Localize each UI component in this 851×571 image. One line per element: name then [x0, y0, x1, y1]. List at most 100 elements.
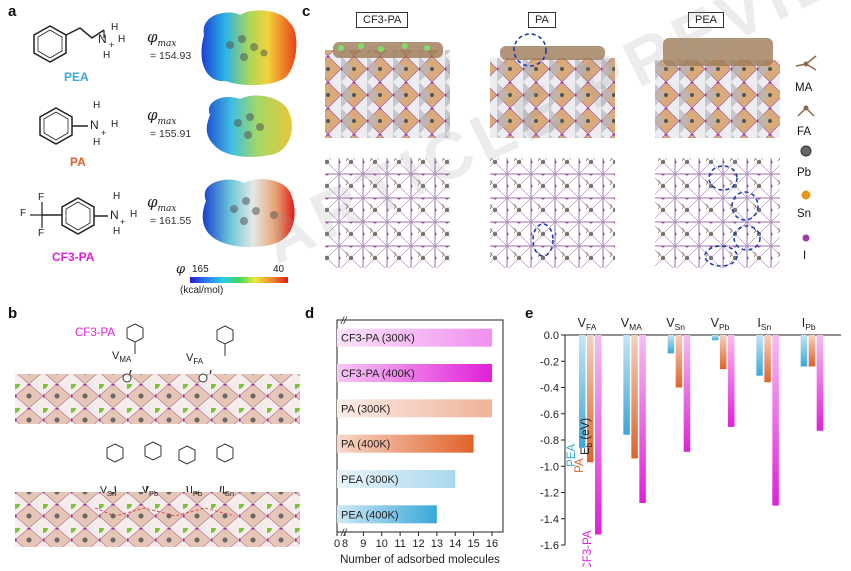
category-label-1: VMA: [621, 316, 642, 332]
bar-cf3-pa-5: [816, 335, 824, 431]
panel-label-c: c: [302, 3, 311, 20]
vacancy-label-vma: VMA: [112, 350, 132, 365]
molecule-name-pea: PEA: [64, 70, 89, 84]
colorbar-max-label: 40: [273, 264, 285, 275]
bar-pa-0: [587, 335, 594, 463]
pea-h-atom-1: H: [111, 22, 119, 33]
esp-surfaces: [201, 10, 297, 248]
legend-label-ma: MA: [795, 82, 813, 94]
y-tick-label-4: -0.8: [540, 435, 559, 447]
cf3-h-atom-3: H: [113, 226, 121, 237]
x-tick-label-4: 11: [394, 538, 405, 550]
bar-pa-5: [808, 335, 816, 367]
pa-h-atom-3: H: [93, 137, 101, 148]
bar-cf3-pa-1: [639, 335, 646, 503]
pea-charge: +: [109, 40, 115, 50]
category-label-2: VSn: [666, 316, 685, 332]
bar-pea-4: [756, 335, 763, 376]
y-tick-label-2: -0.4: [540, 383, 559, 395]
pa-charge: +: [101, 128, 107, 138]
bar-5: [337, 505, 437, 524]
x-tick-label-5: 12: [412, 538, 424, 550]
y-tick-label-6: -1.2: [540, 488, 559, 500]
colorbar-min-label: 165: [192, 264, 209, 275]
bar-label-1: CF3-PA (400K): [341, 368, 415, 380]
molecule-name-pa: PA: [70, 155, 86, 169]
structure-label-cf3-pa: CF3-PA: [356, 12, 409, 28]
cf3-f-atom-2: F: [20, 208, 27, 219]
panel-label-b: b: [8, 305, 18, 322]
x-tick-label-2: 9: [360, 538, 366, 550]
colorbar-phi-symbol: φ: [176, 262, 186, 277]
x-tick-label-3: 10: [376, 538, 388, 550]
phi-max-value-pea: = 154.93: [150, 50, 192, 62]
bar-2: [337, 399, 492, 418]
bar-label-5: PEA (400K): [341, 509, 398, 521]
vacancy-label-vsn: VSn: [100, 484, 117, 499]
pea-h-atom-3: H: [103, 50, 111, 61]
bar-0: [337, 328, 492, 347]
bar-pa-4: [764, 335, 771, 383]
y-tick-label-3: -0.6: [540, 409, 559, 421]
series-label-pea: PEA: [566, 444, 578, 467]
cf3-f-atom-3: F: [38, 228, 45, 239]
cf3-f-atom-1: F: [38, 192, 45, 203]
bar-pa-2: [675, 335, 683, 388]
category-label-5: IPb: [802, 316, 816, 332]
bar-1: [337, 364, 492, 382]
x-tick-label-6: 13: [431, 538, 443, 550]
bar-pa-3: [720, 335, 727, 370]
molecule-name-cf3-pa: CF3-PA: [52, 250, 95, 264]
axis-break-top: //: [340, 316, 348, 327]
pa-structure: [39, 107, 88, 145]
category-label-0: VFA: [578, 316, 597, 332]
legend-label-pb: Pb: [797, 167, 812, 179]
colorbar-unit: (kcal/mol): [180, 285, 224, 296]
y-tick-label-7: -1.4: [540, 514, 559, 526]
legend-label-sn: Sn: [797, 208, 812, 220]
interstitial-label-ipb: IPb: [190, 484, 203, 499]
pa-h-atom-1: H: [93, 100, 101, 111]
structure-label-pea: PEA: [688, 12, 725, 28]
colorbar: [190, 277, 288, 283]
bar-cf3-pa-0: [595, 335, 602, 535]
bar-label-2: PA (300K): [341, 403, 390, 415]
bar-4: [337, 470, 456, 488]
phi-max-value-cf3-pa: = 161.55: [150, 215, 192, 227]
series-label-pa: PA: [574, 458, 586, 473]
panel-label-a: a: [8, 3, 17, 20]
legend-icons-c: [795, 55, 817, 242]
category-label-4: ISn: [757, 316, 771, 332]
x-tick-label-9: 16: [486, 538, 498, 550]
pa-n-atom: N: [90, 118, 99, 132]
pea-n-atom: N: [98, 32, 107, 46]
vacancy-label-vpb: VPb: [142, 484, 159, 499]
bar-cf3-pa-4: [772, 335, 779, 506]
legend-label-fa: FA: [797, 126, 812, 138]
pea-h-atom-2: H: [118, 34, 126, 45]
bar-pa-1: [631, 335, 638, 459]
y-axis-label-e: Eb (eV): [580, 418, 594, 455]
bar-pea-3: [712, 335, 719, 341]
x-tick-label-1: 8: [342, 538, 348, 550]
plot-frame-d: [336, 319, 504, 533]
panel-label-e: e: [525, 305, 534, 322]
y-tick-label-8: -1.6: [540, 540, 559, 552]
bar-pea-0: [579, 335, 586, 448]
y-tick-label-5: -1.0: [540, 461, 559, 473]
x-tick-label-8: 15: [467, 538, 479, 550]
cf3-pa-structure: [30, 197, 108, 235]
legend-label-i: I: [803, 250, 807, 262]
cf3-h-atom-1: H: [113, 191, 121, 202]
bar-pea-5: [800, 335, 808, 367]
bar-cf3-pa-2: [683, 335, 691, 452]
phi-max-label-pea: φmax: [147, 28, 177, 49]
panel-label-d: d: [305, 305, 315, 322]
pa-h-atom-2: H: [111, 119, 119, 130]
bar-cf3-pa-3: [728, 335, 735, 427]
bar-label-3: PA (400K): [341, 439, 390, 451]
cf3-h-atom-2: H: [130, 209, 138, 220]
bar-3: [337, 434, 474, 453]
defect-slab-illustration: [15, 323, 300, 547]
vacancy-label-vfa: VFA: [186, 352, 204, 367]
